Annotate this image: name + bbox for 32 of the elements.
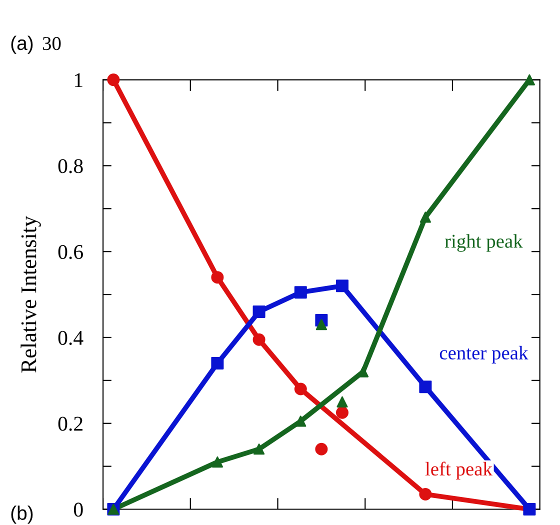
point xyxy=(336,396,348,408)
point xyxy=(295,416,306,427)
y-tick-label: 1 xyxy=(75,73,82,88)
point xyxy=(107,74,120,86)
point xyxy=(252,333,266,346)
point xyxy=(316,319,327,330)
point xyxy=(419,380,432,394)
point xyxy=(420,212,431,223)
point xyxy=(315,442,328,456)
y-tick-label: 0.4 xyxy=(58,330,84,345)
text: (b) xyxy=(11,506,33,524)
point xyxy=(419,488,432,500)
point xyxy=(211,356,224,370)
point xyxy=(336,280,348,292)
point xyxy=(253,444,265,455)
point xyxy=(294,382,307,396)
series-label: left peak xyxy=(425,462,492,480)
point xyxy=(211,271,224,284)
text: 30 xyxy=(42,36,61,50)
point xyxy=(252,305,266,318)
point xyxy=(212,456,223,468)
y-tick-label: 0.8 xyxy=(58,159,83,174)
point xyxy=(336,406,348,419)
y-tick-label: 0 xyxy=(74,502,83,517)
point xyxy=(524,74,535,86)
series-label: right peak xyxy=(444,234,523,252)
point xyxy=(294,286,307,299)
y-axis-title: Relative Intensity xyxy=(20,216,41,373)
y-tick-label: 0.2 xyxy=(58,416,82,431)
series-label: center peak xyxy=(440,346,528,364)
y-tick-label: 0.6 xyxy=(58,244,83,260)
text: (a) xyxy=(11,36,33,54)
